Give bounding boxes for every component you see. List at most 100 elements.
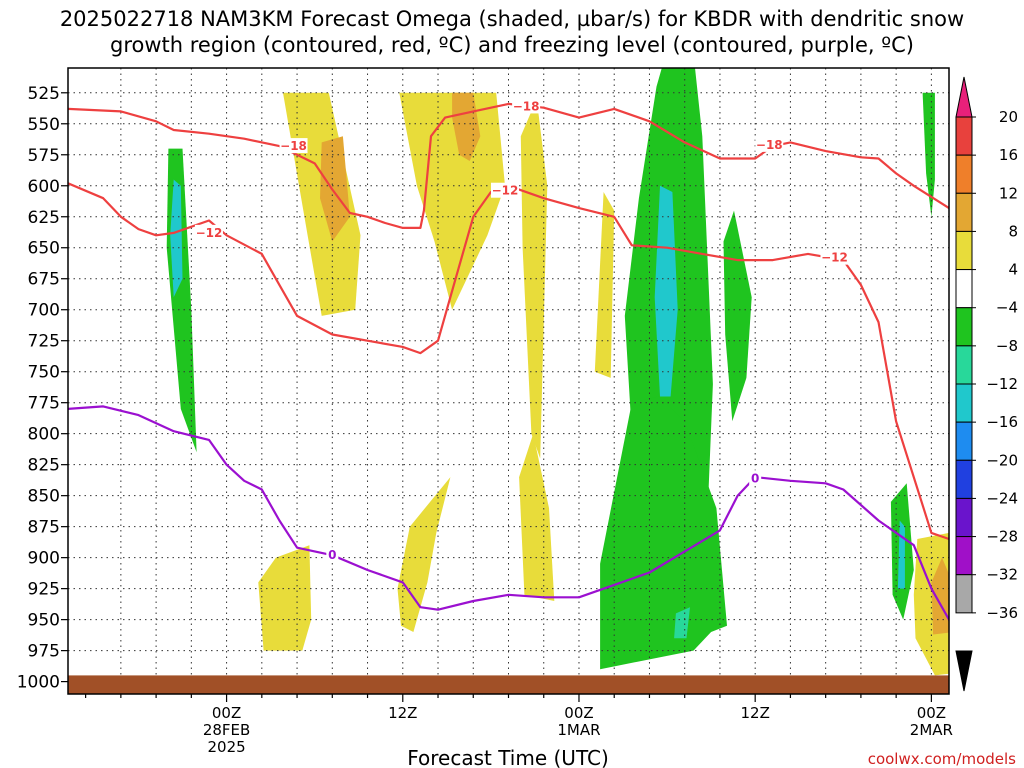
x-tick-label-40-1: 2MAR (910, 721, 953, 739)
contour-label-0-1: −18 (513, 99, 540, 113)
contour-label-bg-0-1 (512, 98, 541, 114)
contour-label-0-0: −18 (280, 139, 307, 153)
y-tick-label-775: 775 (28, 394, 60, 414)
colorbar-label-8: −16 (986, 413, 1018, 431)
colorbar-label-13: −36 (986, 604, 1018, 622)
contour-label-2-0: 0 (328, 548, 336, 562)
y-tick-label-925: 925 (28, 580, 60, 600)
terrain-fill (68, 675, 949, 694)
colorbar-swatch-9 (955, 421, 973, 461)
colorbar-swatch-3 (955, 192, 973, 232)
contour-label-bg-2-1 (749, 470, 762, 486)
colorbar-swatch-6 (955, 307, 973, 347)
y-axis: 525 550 575 600 625 650 675 700 725 750 775 800 825 8… (17, 84, 68, 693)
colorbar-top-arrow (955, 76, 973, 118)
colorbar-swatch-8 (955, 383, 973, 423)
colorbar-label-10: −24 (986, 489, 1018, 507)
y-tick-label-800: 800 (28, 425, 60, 445)
y-tick-label-875: 875 (28, 518, 60, 538)
y-tick-label-700: 700 (28, 301, 60, 321)
x-tick-label-40-0: 00Z (917, 704, 946, 722)
omega-region-orange-core-2 (452, 92, 481, 161)
y-tick-label-725: 725 (28, 332, 60, 352)
omega-region-yellow-low-right (913, 532, 949, 676)
omega-region-yellow-band-2 (399, 92, 505, 310)
colorbar-swatch-5 (955, 269, 973, 309)
plot-area: −18 −18 −18 −12 −12 −12 0 0 (68, 68, 949, 694)
colorbar-label-6: −8 (996, 337, 1018, 355)
x-tick-label-20-0: 00Z (564, 704, 593, 722)
terrain-layer (68, 675, 949, 694)
x-tick-label-0-2: 2025 (207, 738, 245, 756)
watermark: coolwx.com/models (868, 750, 1016, 768)
omega-region-yellow-low-3 (519, 433, 555, 601)
contour-label-bg-1-0 (194, 224, 223, 240)
colorbar-label-12: −32 (986, 566, 1018, 584)
omega-region-orange-low-right (931, 557, 949, 635)
colorbar-label-3: 8 (1008, 222, 1018, 240)
y-tick-label-575: 575 (28, 146, 60, 166)
y-tick-label-650: 650 (28, 239, 60, 259)
chart-title-line-1: 2025022718 NAM3KM Forecast Omega (shaded… (60, 7, 964, 31)
omega-region-yellow-col-17 (520, 99, 548, 459)
y-tick-label-900: 900 (28, 549, 60, 569)
colorbar-label-1: 16 (999, 146, 1018, 164)
y-tick-label-975: 975 (28, 642, 60, 662)
chart-title-line-2: growth region (contoured, red, ºC) and f… (110, 33, 914, 57)
omega-region-green-col-29 (723, 210, 752, 422)
colorbar-label-0: 20 (999, 108, 1018, 126)
colorbar-swatch-4 (955, 230, 973, 271)
y-tick-label-625: 625 (28, 208, 60, 228)
x-axis-title: Forecast Time (UTC) (407, 746, 609, 768)
contour-label-bg-1-1 (490, 182, 519, 198)
omega-region-cyan-left-core (170, 179, 183, 298)
colorbar-label-5: −4 (996, 299, 1018, 317)
colorbar-swatch-10 (955, 459, 973, 499)
colorbar-swatch-13 (955, 574, 973, 614)
y-tick-label-550: 550 (28, 115, 60, 135)
contour-label-0-2: −18 (756, 138, 783, 152)
colorbar-swatch-12 (955, 536, 973, 576)
contour-label-bg-2-0 (326, 547, 339, 563)
y-tick-label-850: 850 (28, 487, 60, 507)
x-tick-label-30-0: 12Z (740, 704, 769, 722)
plot-background (68, 68, 949, 694)
colorbar-swatch-1 (955, 116, 973, 156)
omega-region-yellow-low-1 (258, 545, 312, 651)
colorbar-label-7: −12 (986, 375, 1018, 393)
contour-label-1-0: −12 (196, 226, 223, 240)
colorbar-swatch-2 (955, 154, 973, 194)
colorbar-label-2: 12 (999, 184, 1018, 202)
x-tick-label-0-1: 28FEB (203, 721, 250, 739)
y-tick-label-950: 950 (28, 611, 60, 631)
contour-label-bg-1-2 (820, 249, 849, 265)
colorbar-bottom-arrow (955, 650, 973, 692)
y-tick-label-1000: 1000 (17, 673, 60, 693)
contour-label-2-1: 0 (751, 471, 759, 485)
y-tick-label-750: 750 (28, 363, 60, 383)
omega-region-orange-core-1 (320, 136, 350, 242)
contour-label-bg-0-2 (755, 136, 784, 152)
contour-layer: −18 −18 −18 −12 −12 −12 0 0 (68, 98, 949, 623)
x-tick-label-10-0: 12Z (388, 704, 417, 722)
colorbar-swatch-11 (955, 497, 973, 538)
colorbar-label-9: −20 (986, 451, 1018, 469)
y-tick-label-525: 525 (28, 84, 60, 104)
omega-region-aqua-core-low (674, 607, 690, 639)
colorbar-swatch-7 (955, 345, 973, 385)
omega-region-cyan-core-23 (654, 185, 678, 397)
omega-region-yellow-col-20 (594, 192, 615, 378)
contour-label-1-1: −12 (492, 184, 519, 198)
contour-line-2 (68, 405, 949, 623)
colorbar: 20 16 12 8 4 −4 −8 −12 −16 −20 −24 −28 −32 −36 (955, 76, 1018, 692)
y-tick-label-675: 675 (28, 270, 60, 290)
y-tick-label-825: 825 (28, 456, 60, 476)
colorbar-label-4: 4 (1008, 261, 1018, 279)
colorbar-label-11: −28 (986, 528, 1018, 546)
x-tick-label-0-0: 00Z (212, 704, 241, 722)
contour-label-bg-0-0 (279, 138, 308, 154)
x-tick-label-20-1: 1MAR (557, 721, 600, 739)
contour-label-1-2: −12 (821, 251, 848, 265)
